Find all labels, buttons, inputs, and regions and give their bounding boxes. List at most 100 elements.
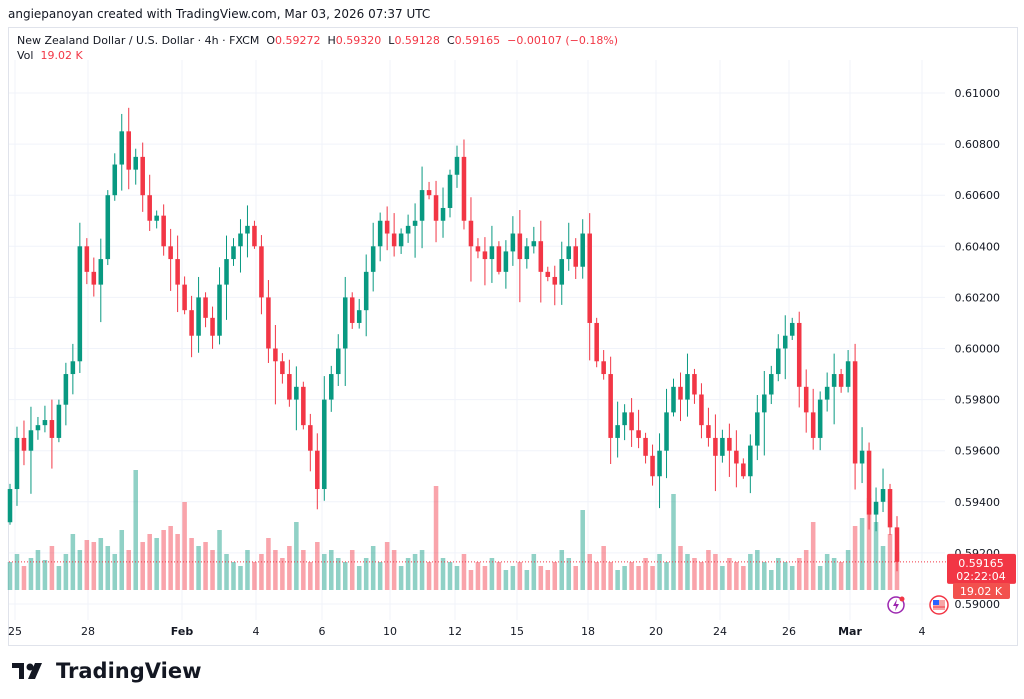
candle-down	[91, 271, 97, 285]
volume-bar	[454, 566, 460, 590]
events-icon[interactable]	[887, 596, 905, 614]
candle-down	[838, 374, 844, 387]
symbol-title[interactable]: New Zealand Dollar / U.S. Dollar · 4h · …	[17, 34, 260, 47]
volume-bar	[755, 550, 760, 590]
tradingview-logo[interactable]: TradingView	[12, 659, 201, 683]
candle-down	[252, 225, 257, 247]
candle-down	[587, 233, 592, 323]
high-value: 0.59320	[335, 34, 382, 47]
candle-down	[140, 156, 145, 196]
volume-bar	[154, 538, 159, 590]
candle-down	[573, 246, 578, 267]
price-axis: 0.61000 0.60800 0.60600 0.60400 0.60200 0.600…	[955, 87, 1001, 611]
volume-bar	[713, 554, 718, 590]
volume-bar	[147, 534, 152, 590]
candle-up	[28, 430, 34, 451]
volume-bar	[552, 562, 558, 590]
volume-bar	[238, 566, 243, 590]
volume-bar	[594, 562, 599, 590]
time-tick-label: 18	[581, 625, 595, 638]
volume-bar	[77, 550, 83, 590]
candle-up	[622, 412, 627, 426]
legend: New Zealand Dollar / U.S. Dollar · 4h · …	[17, 33, 618, 63]
volume-bar	[622, 566, 627, 590]
volume-bar	[762, 562, 767, 590]
candle-down	[21, 437, 27, 451]
volume-bar	[587, 554, 592, 590]
volume-bar	[741, 566, 746, 590]
volume-bar	[692, 558, 697, 590]
volume-bar	[545, 570, 551, 590]
volume-bar	[461, 554, 467, 590]
volume-bar	[91, 542, 97, 590]
volume-bar	[363, 558, 369, 590]
volume-bar	[845, 550, 851, 590]
volume-bar	[98, 538, 104, 590]
candle-up	[489, 246, 495, 260]
volume-bar	[329, 550, 334, 590]
volume-bar	[720, 566, 725, 590]
volume-legend-value: 19.02 K	[40, 49, 83, 62]
volume-bar	[301, 550, 306, 590]
candle-down	[643, 437, 648, 456]
time-tick-label: 20	[649, 625, 663, 638]
candle-down	[287, 374, 292, 400]
candle-up	[217, 284, 222, 336]
volume-bar	[391, 550, 397, 590]
candle-up	[105, 195, 111, 260]
candles	[7, 107, 900, 572]
volume-bar	[475, 562, 481, 590]
candle-up	[720, 437, 725, 456]
candle-up	[873, 501, 879, 515]
candle-down	[482, 251, 488, 260]
candle-down	[280, 361, 285, 375]
volume-bar	[49, 546, 55, 590]
candle-up	[657, 450, 662, 477]
us-flag-icon[interactable]	[929, 595, 949, 615]
candle-up	[664, 412, 669, 451]
candle-up	[831, 374, 837, 387]
candle-down	[384, 220, 390, 234]
volume-bar	[566, 558, 572, 590]
price-tick-label: 0.60800	[955, 138, 1001, 151]
price-tick-label: 0.61000	[955, 87, 1001, 100]
candle-up	[789, 322, 795, 336]
candle-down	[475, 246, 481, 252]
volume-bar	[580, 510, 585, 590]
candle-down	[678, 386, 683, 400]
candle-up	[112, 164, 118, 196]
open-value: 0.59272	[275, 34, 321, 47]
volume-bar	[259, 554, 264, 590]
chart-frame	[8, 27, 1018, 646]
candle-up	[14, 437, 20, 490]
candle-down	[538, 241, 544, 272]
volume-bar	[266, 538, 271, 590]
volume-bar	[405, 558, 411, 590]
volume-bar	[119, 530, 125, 590]
candle-up	[363, 271, 369, 311]
volume-bar	[706, 550, 711, 590]
price-tick-label: 0.59800	[955, 394, 1001, 407]
volume-bar	[503, 570, 509, 590]
candle-down	[301, 386, 306, 426]
volume-bar	[349, 550, 355, 590]
volume-bar	[426, 562, 432, 590]
candle-down	[545, 271, 551, 277]
volume-bar	[377, 562, 383, 590]
candle-down	[594, 322, 599, 362]
volume-bar	[685, 554, 690, 590]
candle-up	[824, 386, 830, 400]
volume-bar	[56, 566, 62, 590]
candle-down	[496, 246, 502, 272]
tradingview-logo-icon	[12, 663, 42, 679]
volume-bar	[489, 558, 495, 590]
volume-bar	[335, 558, 341, 590]
volume-bar	[636, 566, 641, 590]
volume-bar	[370, 546, 376, 590]
candle-up	[859, 450, 865, 464]
candle-down	[866, 450, 872, 515]
time-tick-label: 26	[782, 625, 796, 638]
time-tick-label: 10	[383, 625, 397, 638]
candle-up	[133, 156, 138, 170]
